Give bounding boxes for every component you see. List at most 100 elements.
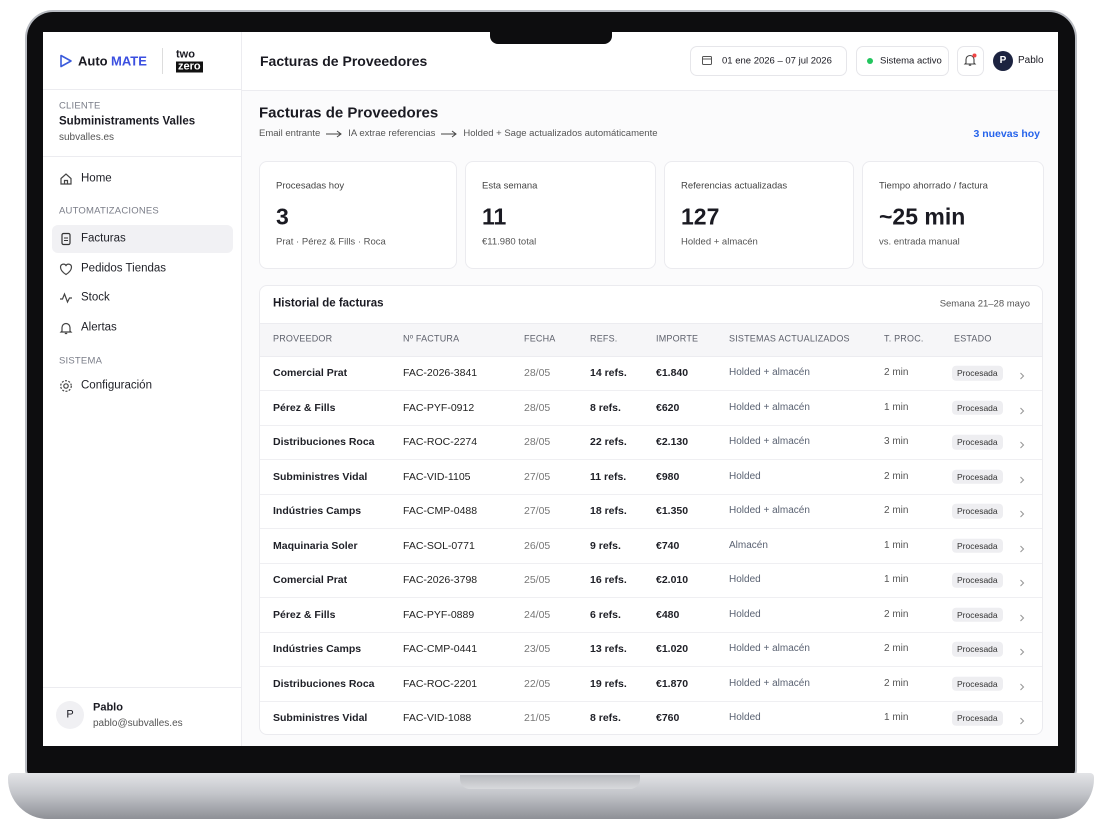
status-badge: Procesada bbox=[952, 434, 1003, 450]
row-chevron[interactable] bbox=[1017, 610, 1027, 621]
table-row[interactable]: Maquinaria Soler FAC-SOL-0771 26/05 9 refs.… bbox=[260, 529, 1042, 564]
nav-section: AUTOMATIZACIONES bbox=[59, 205, 159, 217]
nav-item[interactable]: Stock bbox=[81, 291, 110, 304]
row-chevron[interactable] bbox=[1017, 541, 1027, 552]
cell: Comercial Prat bbox=[273, 366, 348, 379]
row-chevron[interactable] bbox=[1017, 506, 1027, 518]
user-name: Pablo bbox=[93, 701, 123, 714]
invoice-table: Historial de facturas Semana 21–28 mayo … bbox=[259, 285, 1043, 735]
cell: 26/05 bbox=[524, 539, 551, 552]
cell: Subministres Vidal bbox=[273, 711, 368, 724]
topbar-avatar[interactable] bbox=[993, 51, 1013, 71]
kpi-note: Holded + almacén bbox=[681, 236, 758, 248]
cell: €1.870 bbox=[656, 677, 689, 690]
cell: Holded + almacén bbox=[729, 505, 810, 516]
table-row[interactable]: Comercial Prat FAC-2026-3841 28/05 14 refs.… bbox=[260, 356, 1042, 391]
date-range[interactable]: 01 ene 2026 – 07 jul 2026 bbox=[722, 55, 832, 67]
status-badge: Procesada bbox=[952, 676, 1003, 691]
table-row[interactable]: Subministres Vidal FAC-VID-1105 27/05 11 re… bbox=[260, 460, 1042, 495]
cell: 28/05 bbox=[524, 435, 551, 448]
notifications[interactable] bbox=[957, 46, 984, 76]
kpi-label: Procesadas hoy bbox=[276, 180, 345, 192]
cell: Comercial Prat bbox=[273, 573, 348, 586]
kpi-card: Tiempo ahorrado / factura ~25 min vs. entr… bbox=[862, 161, 1044, 269]
cell: Distribuciones Roca bbox=[273, 435, 375, 448]
cell: 25/05 bbox=[524, 573, 551, 586]
cell: 16 refs. bbox=[590, 573, 627, 586]
cell: 28/05 bbox=[524, 401, 551, 414]
kpi-value: ~25 min bbox=[879, 203, 966, 230]
kpi-label: Referencias actualizadas bbox=[681, 180, 788, 192]
kpi-note: vs. entrada manual bbox=[879, 236, 960, 248]
cell: FAC-VID-1088 bbox=[403, 711, 472, 724]
table-row[interactable]: Distribuciones Roca FAC-ROC-2274 28/05 22 r… bbox=[260, 425, 1042, 460]
column-header: IMPORTE bbox=[656, 333, 699, 344]
row-chevron[interactable] bbox=[1017, 368, 1027, 380]
calendar-icon bbox=[702, 56, 712, 65]
cell: 27/05 bbox=[524, 504, 551, 517]
status-badge: Procesada bbox=[952, 469, 1003, 484]
topbar-title: Facturas de Proveedores bbox=[260, 53, 428, 69]
date-picker[interactable] bbox=[690, 46, 847, 76]
kpi-label: Tiempo ahorrado / factura bbox=[879, 180, 988, 192]
cell: 21/05 bbox=[524, 711, 551, 724]
column-header: SISTEMAS ACTUALIZADOS bbox=[729, 333, 850, 344]
nav-item[interactable]: Alertas bbox=[81, 321, 117, 334]
kpi-card: Esta semana 11 €11.980 total bbox=[465, 161, 656, 269]
nav-config[interactable]: Configuración bbox=[81, 379, 152, 392]
cell: FAC-ROC-2274 bbox=[403, 435, 478, 448]
nav-icon bbox=[59, 291, 73, 305]
cell: Indústries Camps bbox=[273, 642, 362, 655]
divider bbox=[43, 89, 241, 90]
table-row[interactable]: Indústries Camps FAC-CMP-0441 23/05 13 refs… bbox=[260, 632, 1042, 667]
home-icon bbox=[60, 173, 72, 185]
cell: Holded bbox=[729, 608, 761, 620]
nav-icon bbox=[59, 321, 73, 335]
cell: Maquinaria Soler bbox=[273, 539, 358, 552]
table-row[interactable]: Comercial Prat FAC-2026-3798 25/05 16 refs.… bbox=[260, 563, 1042, 598]
table-row[interactable]: Indústries Camps FAC-CMP-0488 27/05 18 refs… bbox=[260, 494, 1042, 529]
table-row[interactable]: Subministres Vidal FAC-VID-1088 21/05 8 ref… bbox=[260, 701, 1042, 734]
cell: Almacén bbox=[729, 539, 768, 551]
nav-home[interactable]: Home bbox=[81, 172, 112, 185]
column-header: T. PROC. bbox=[884, 333, 924, 344]
nav-item[interactable]: Facturas bbox=[81, 232, 126, 245]
brand-name-a: Auto bbox=[78, 53, 108, 69]
nav-icon bbox=[59, 262, 73, 276]
cell: €1.020 bbox=[656, 642, 689, 655]
cell: 3 min bbox=[884, 436, 909, 447]
cell: 13 refs. bbox=[590, 642, 627, 655]
logo-icon bbox=[60, 54, 72, 68]
row-chevron[interactable] bbox=[1017, 644, 1027, 656]
flow-step: Holded + Sage actualizados automáticamen… bbox=[463, 128, 658, 139]
partner-b: zero bbox=[176, 60, 203, 73]
config-icon bbox=[60, 380, 72, 392]
cell: Holded bbox=[729, 574, 761, 585]
table-row[interactable]: Pérez & Fills FAC-PYF-0889 24/05 6 refs. €48… bbox=[260, 598, 1042, 633]
client-label: CLIENTE bbox=[59, 100, 101, 112]
user-email: pablo@subvalles.es bbox=[93, 718, 183, 729]
nav-item[interactable]: Pedidos Tiendas bbox=[81, 261, 167, 274]
row-chevron[interactable] bbox=[1017, 403, 1027, 414]
cell: 1 min bbox=[884, 574, 909, 585]
row-chevron[interactable] bbox=[1017, 679, 1027, 690]
row-chevron[interactable] bbox=[1017, 437, 1027, 449]
status-badge: Procesada bbox=[952, 400, 1003, 415]
table-row[interactable]: Distribuciones Roca FAC-ROC-2201 22/05 19 r… bbox=[260, 667, 1042, 702]
cell: 8 refs. bbox=[590, 401, 621, 414]
row-chevron[interactable] bbox=[1017, 713, 1027, 725]
cell: Holded + almacén bbox=[729, 677, 810, 689]
cell: FAC-2026-3841 bbox=[403, 366, 478, 379]
kpi-value: 127 bbox=[681, 203, 720, 230]
flow-step: Email entrante bbox=[259, 128, 321, 139]
status-badge: Procesada bbox=[952, 641, 1003, 657]
new-link[interactable]: 3 nuevas hoy bbox=[973, 127, 1040, 140]
row-chevron[interactable] bbox=[1017, 472, 1027, 483]
camera-notch bbox=[490, 32, 612, 44]
row-chevron[interactable] bbox=[1017, 575, 1027, 587]
cell: 1 min bbox=[884, 539, 909, 551]
user-initial: P bbox=[66, 708, 74, 721]
table-row[interactable]: Pérez & Fills FAC-PYF-0912 28/05 8 refs. €62… bbox=[260, 391, 1042, 426]
cell: Subministres Vidal bbox=[273, 470, 368, 483]
cell: Holded + almacén bbox=[729, 401, 810, 413]
